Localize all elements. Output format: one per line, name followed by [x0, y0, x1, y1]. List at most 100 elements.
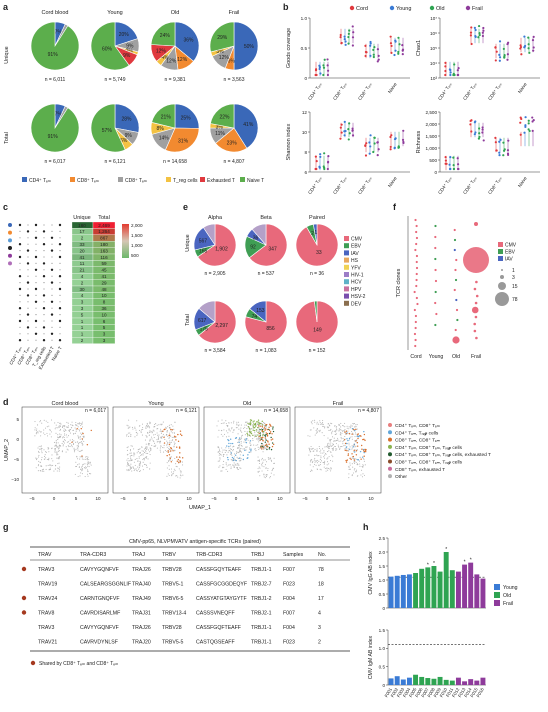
umap-cell-colored [265, 432, 267, 434]
umap-cell [220, 429, 222, 431]
legend-swatch [344, 243, 349, 249]
pie-group-title: Paired [309, 215, 325, 221]
umap-cell [129, 426, 131, 428]
data-point [389, 35, 392, 38]
umap-cell [326, 467, 328, 469]
umap-cell [137, 433, 139, 435]
x-tick-label: F004 [402, 687, 412, 699]
umap-cell [145, 457, 147, 459]
umap-cell [166, 444, 168, 446]
pie-slice [251, 223, 267, 246]
umap-cell [240, 444, 243, 447]
umap-cell [50, 431, 52, 433]
umap-cell [141, 454, 143, 456]
pie-slice-label: 165 [199, 248, 208, 254]
umap-cell [324, 426, 326, 428]
umap-cell [241, 445, 243, 447]
umap-cell-colored [272, 443, 275, 446]
y-tick-label: 10⁶ [430, 31, 437, 36]
umap-cell [228, 429, 230, 431]
table-cell: CASSYATGTAYGYTF [196, 596, 247, 602]
umap-cell [319, 431, 321, 433]
umap-cell [77, 435, 79, 437]
legend-swatch [118, 177, 123, 182]
pie-slice-label: 3% [216, 125, 224, 131]
data-point [457, 167, 460, 171]
pie-unique-cord-blood: 7%91% [30, 21, 80, 71]
igm-bar [449, 680, 455, 685]
umap-cell [171, 436, 173, 439]
heat-value-total: 10 [101, 293, 107, 298]
umap-cell [313, 427, 315, 429]
umap-cell [48, 469, 50, 471]
legend-label: Old [436, 6, 445, 12]
umap-cell [265, 438, 267, 440]
umap-cell [310, 469, 312, 471]
umap-cell-colored [362, 450, 365, 452]
umap-cell [81, 421, 83, 423]
umap-frame [21, 406, 109, 494]
umap-cell [257, 460, 259, 462]
umap-cell-colored [346, 459, 349, 461]
umap-cell [235, 452, 237, 455]
umap-cell [54, 448, 56, 450]
umap-cell [356, 449, 358, 451]
y-tick-label: 0.5 [379, 592, 386, 597]
umap-cell [265, 474, 267, 476]
umap-cell [337, 439, 339, 441]
x-tick-label: Old [452, 354, 460, 360]
combination-dot [26, 313, 30, 316]
data-point [369, 145, 372, 148]
umap-cell [258, 426, 260, 428]
umap-cell [45, 457, 47, 459]
panel-letter-g: g [3, 522, 9, 532]
umap-cell [49, 464, 51, 466]
umap-cell [261, 422, 263, 425]
umap-cell-colored [352, 446, 355, 448]
umap-cell [363, 458, 365, 460]
umap-cell-colored [250, 450, 252, 452]
umap-cell [342, 441, 344, 443]
combination-dot [34, 287, 38, 291]
umap-cell [134, 436, 136, 438]
umap-cell [153, 436, 155, 439]
umap-cell [262, 427, 265, 429]
data-point [469, 119, 472, 123]
legend-dot [349, 5, 355, 11]
umap-cell [257, 446, 259, 448]
table-cell: TRAJ31 [132, 611, 151, 617]
umap-cell [238, 450, 240, 452]
umap-cell [237, 433, 239, 435]
umap-cell [236, 456, 238, 458]
umap-cell [316, 432, 318, 434]
heat-value-total: 5 [103, 325, 106, 330]
umap-cell-colored [246, 434, 249, 436]
umap-cell [140, 430, 142, 432]
umap-cell [348, 428, 350, 430]
umap-cell [86, 457, 88, 460]
umap-cell-colored [177, 461, 180, 464]
data-point [339, 36, 342, 39]
umap-cell [230, 448, 233, 451]
y-tick-label: 10⁵ [430, 46, 437, 51]
umap-cell [232, 431, 234, 433]
umap-cell [157, 428, 159, 430]
umap-cell [219, 460, 221, 462]
umap-cell-colored [230, 442, 232, 445]
umap-cell-colored [271, 442, 274, 444]
umap-cell-colored [169, 457, 171, 460]
heat-value-unique: 1 [81, 332, 84, 337]
umap-cell [61, 451, 63, 453]
legend-label: CMV [505, 243, 517, 249]
umap-cell-colored [347, 439, 349, 442]
umap-cell [356, 439, 358, 441]
umap-cell [313, 459, 315, 461]
umap-cell [266, 474, 268, 476]
umap-cell [85, 466, 87, 468]
umap-cell-colored [350, 458, 352, 461]
legend-label: HPV [351, 287, 362, 293]
umap-cell [56, 453, 58, 455]
umap-cell-colored [257, 434, 259, 436]
